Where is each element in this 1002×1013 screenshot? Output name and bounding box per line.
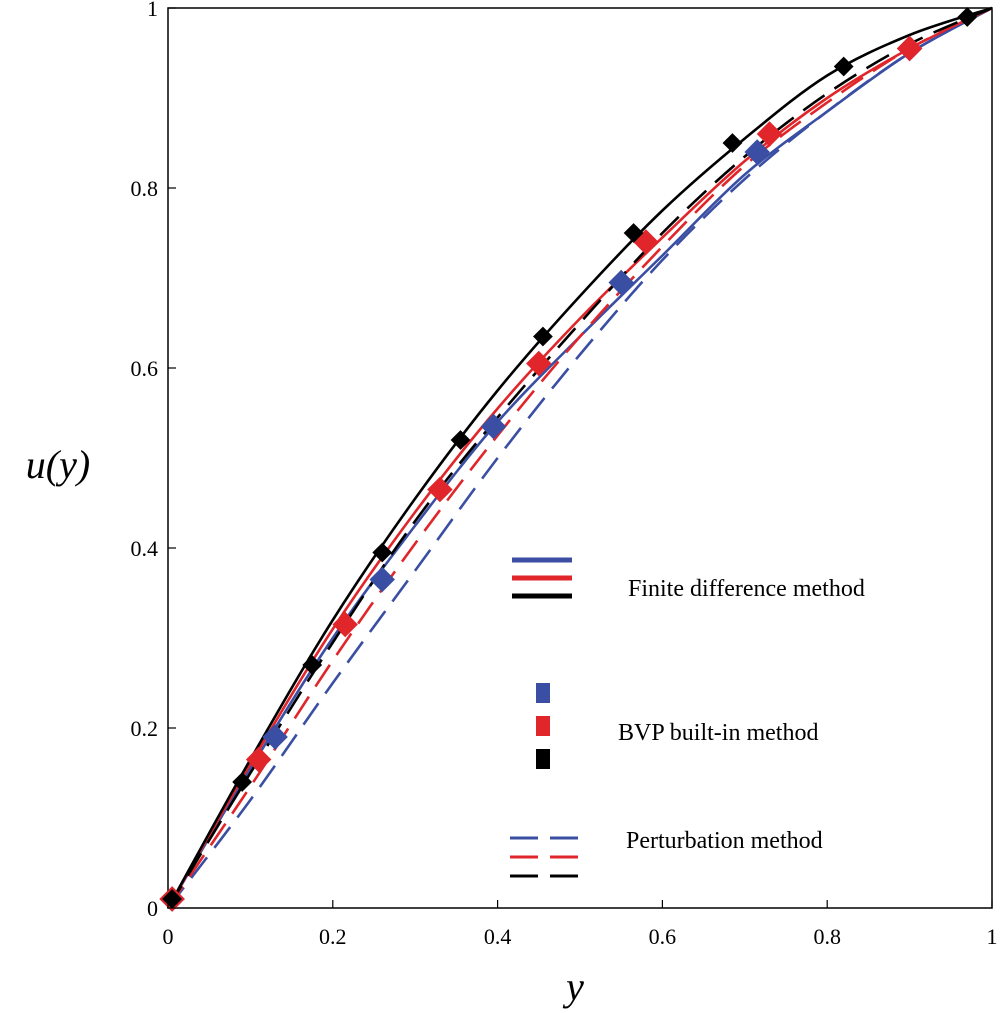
x-tick-label: 0 <box>163 924 174 949</box>
legend-marker-blue <box>536 683 550 703</box>
legend-label-bvp: BVP built-in method <box>618 720 818 746</box>
series-line-dashed-blue <box>166 6 993 909</box>
legend-finite-difference-swatch <box>512 557 572 599</box>
axis-layer: 0 0.2 0.4 0.6 0.8 1 0 0.2 0.4 0.6 0.8 1 <box>131 0 998 949</box>
bvp-marker-red <box>756 121 783 147</box>
x-axis-title: y <box>562 964 584 1009</box>
bvp-marker-red <box>245 746 272 773</box>
legend-label-finite-difference: Finite difference method <box>628 576 865 602</box>
x-tick-label: 0.4 <box>484 924 512 949</box>
y-tick-label: 0.4 <box>131 536 159 561</box>
y-tick-label: 0.8 <box>131 176 159 201</box>
series-line-dashed-black <box>166 6 993 909</box>
y-tick-label: 1 <box>147 0 158 21</box>
y-tick-label: 0 <box>147 896 158 921</box>
bvp-marker-blue <box>262 724 288 750</box>
marker-layer <box>159 7 978 912</box>
legend: Finite difference method BVP built-in me… <box>510 557 865 878</box>
bvp-marker-blue <box>480 413 507 440</box>
plot-frame <box>167 7 993 909</box>
y-tick-label: 0.2 <box>131 716 159 741</box>
legend-label-perturbation: Perturbation method <box>626 828 823 854</box>
bvp-marker-red <box>526 350 552 377</box>
y-axis-title: u(y) <box>26 442 90 487</box>
bvp-marker-red <box>427 476 453 503</box>
legend-marker-black <box>536 749 550 769</box>
series-line-solid-red <box>166 6 993 909</box>
x-tick-label: 1 <box>987 924 998 949</box>
bvp-marker-red <box>332 611 358 638</box>
series-line-dashed-red <box>166 6 993 909</box>
bvp-marker-black <box>533 326 553 347</box>
x-tick-label: 0.6 <box>649 924 677 949</box>
bvp-marker-black <box>450 430 471 450</box>
x-tick-label: 0.8 <box>813 924 841 949</box>
legend-marker-red <box>536 716 550 736</box>
legend-perturbation-swatch <box>510 836 582 878</box>
series-line-solid-black <box>166 6 993 909</box>
bvp-marker-black <box>302 655 323 675</box>
legend-bvp-swatch <box>536 683 550 769</box>
x-tick-label: 0.2 <box>319 924 347 949</box>
series-layer <box>166 6 993 909</box>
bvp-marker-blue <box>744 139 770 165</box>
bvp-marker-black <box>372 542 393 563</box>
bvp-marker-blue <box>608 269 634 296</box>
y-tick-label: 0.6 <box>131 356 159 381</box>
bvp-marker-blue <box>369 566 395 593</box>
bvp-marker-red <box>896 35 923 62</box>
